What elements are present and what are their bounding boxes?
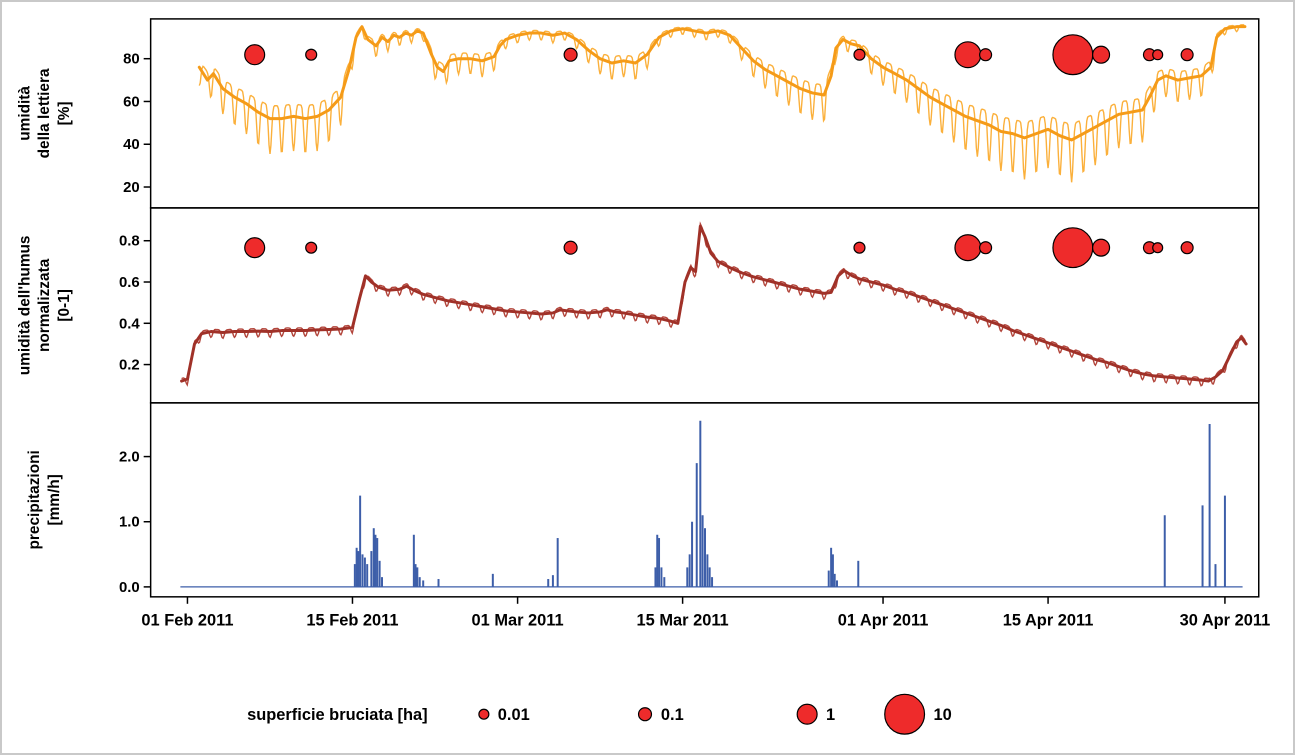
legend-label-1: 1	[826, 706, 835, 724]
fire-marker	[853, 48, 866, 61]
fire-marker	[1152, 242, 1164, 254]
fire-marker	[1052, 227, 1094, 269]
y-axis-title-line: normalizzata	[36, 258, 53, 352]
fire-marker	[853, 241, 866, 254]
y-tick-label: 0.0	[119, 579, 140, 596]
y-axis-title-line: umidità dell'humus	[16, 236, 33, 376]
fire-marker	[305, 48, 318, 61]
y-tick-label: 40	[123, 136, 140, 153]
x-tick-label: 01 Feb 2011	[141, 612, 233, 630]
x-tick-label: 15 Apr 2011	[1003, 612, 1094, 630]
fire-marker	[979, 48, 993, 62]
y-axis-title-line: umidità	[16, 86, 33, 141]
fire-marker	[563, 47, 578, 62]
legend-bubble-0-1	[637, 707, 653, 722]
fire-marker	[1092, 238, 1111, 257]
fire-marker	[305, 241, 318, 254]
panel-border	[149, 402, 1260, 598]
y-axis-title-line: [mm/h]	[46, 474, 63, 525]
y-axis-title-line: [0-1]	[56, 289, 73, 322]
y-tick-label: 80	[123, 51, 140, 68]
panel-precipitation	[180, 420, 1243, 588]
fire-marker	[244, 44, 266, 66]
panel-litter-moisture	[197, 24, 1247, 183]
x-tick-label: 30 Apr 2011	[1180, 612, 1271, 630]
fire-marker	[1180, 241, 1194, 255]
fire-marker	[979, 241, 993, 255]
legend: superficie bruciata [ha] 0.01 0.1 1 10	[247, 693, 952, 735]
legend-title: superficie bruciata [ha]	[247, 706, 428, 724]
y-tick-label: 0.6	[119, 274, 140, 291]
fire-marker	[244, 237, 266, 259]
fire-marker	[954, 41, 982, 69]
x-tick-label: 01 Mar 2011	[472, 612, 564, 630]
fire-marker	[1152, 49, 1164, 61]
fire-marker	[1052, 34, 1094, 76]
legend-bubble-0-01	[478, 708, 490, 720]
x-tick-label: 15 Feb 2011	[306, 612, 398, 630]
legend-label-0-1: 0.1	[661, 706, 684, 724]
litter-smooth-line	[197, 25, 1247, 142]
y-tick-label: 20	[123, 179, 140, 196]
humus-smooth-line	[180, 224, 1248, 383]
legend-label-10: 10	[933, 706, 951, 724]
legend-bubble-1	[796, 703, 818, 725]
fire-markers-row	[244, 34, 1194, 76]
y-axis-title-line: della lettiera	[36, 68, 53, 158]
y-tick-label: 1.0	[119, 514, 140, 531]
y-axis-title-line: [%]	[56, 101, 73, 125]
y-tick-label: 2.0	[119, 449, 140, 466]
y-tick-label: 0.8	[119, 233, 140, 250]
panel-humus-moisture	[180, 221, 1248, 387]
legend-label-0-01: 0.01	[498, 706, 530, 724]
fire-marker	[1180, 48, 1194, 62]
y-tick-label: 0.4	[119, 315, 140, 332]
generated-plot: 20 40 60 80 umidità della lettiera [%] 0.2 0.4 0.…	[16, 18, 1271, 630]
x-tick-label: 15 Mar 2011	[637, 612, 729, 630]
fire-markers-row	[244, 227, 1194, 269]
panel-border	[149, 18, 1260, 209]
y-tick-label: 60	[123, 93, 140, 110]
fire-marker	[1092, 45, 1111, 64]
y-tick-label: 0.2	[119, 357, 140, 374]
x-tick-label: 01 Apr 2011	[838, 612, 929, 630]
legend-bubble-10	[884, 693, 926, 735]
fire-marker	[954, 234, 982, 262]
fire-marker	[563, 240, 578, 255]
y-axis-title-line: precipitazioni	[26, 450, 43, 549]
